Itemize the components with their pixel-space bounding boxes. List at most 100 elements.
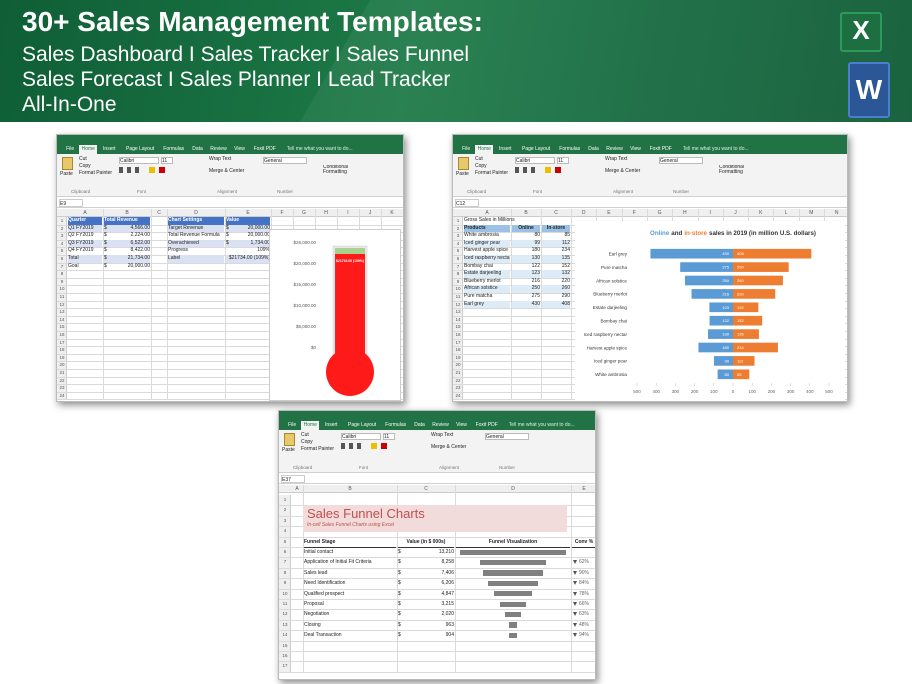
row-number: 10 (59, 286, 65, 292)
settings-header: Value (226, 217, 270, 225)
conv-cell: 94% (579, 632, 590, 639)
chart-title-part: in-store (684, 230, 707, 237)
row-number: 12 (455, 301, 461, 307)
row-number: 14 (455, 316, 461, 322)
instore-cell: 234 (561, 247, 570, 254)
currency-cell: $ (104, 239, 150, 248)
column-line (103, 209, 104, 400)
category-label: Blueberry merlot (593, 292, 627, 297)
x-tick-label: 400 (652, 389, 660, 394)
group-label: Alignment (613, 189, 634, 194)
online-cell: 275 (531, 293, 540, 299)
row-number: 8 (60, 271, 64, 277)
excel-icon (840, 12, 882, 52)
row-number: 23 (455, 385, 461, 391)
group-label: Number (277, 189, 294, 194)
online-cell: 80 (534, 232, 540, 239)
banner-line: Sales Forecast I Sales Planner I Lead Tr… (22, 68, 451, 91)
wrap-text: Wrap Text (431, 432, 454, 438)
conv-cell: 84% (579, 580, 590, 587)
row-number: 10 (455, 286, 461, 292)
instore-cell: 260 (542, 285, 570, 293)
row-line (279, 599, 595, 600)
instore-cell: 85 (564, 232, 570, 239)
stage-cell: Negotiation (304, 611, 330, 618)
row-number: 16 (59, 332, 65, 337)
online-cell: 123 (512, 270, 540, 278)
product-cell: Pure matcha (464, 293, 493, 299)
stage-cell: Sales lead (304, 569, 328, 576)
row-number: 1 (456, 218, 460, 223)
column-letter: G (302, 210, 306, 216)
row-number: 22 (455, 377, 461, 383)
column-header-row (279, 485, 595, 493)
table-header: Products (464, 224, 510, 233)
instore-cell: 408 (542, 300, 570, 309)
column-letter: J (368, 210, 372, 216)
ribbon-tab: Formulas (385, 422, 407, 428)
row-line (279, 651, 595, 652)
row-number: 3 (283, 517, 287, 523)
row-number: 15 (455, 324, 461, 330)
table-header: Value (in $ 000s) (398, 537, 454, 548)
value-cell: 963 (445, 621, 454, 628)
currency-cell: $ (104, 232, 107, 239)
column-line (541, 209, 542, 400)
conv-cell: 48% (579, 621, 590, 628)
online-cell: 216 (531, 277, 540, 284)
paste-icon (284, 433, 295, 446)
column-letter: E (246, 210, 250, 216)
category-label: Harvest apple spice (587, 345, 628, 350)
value-cell: 3,215 (441, 601, 454, 607)
row-line (57, 262, 403, 264)
row-line (57, 247, 403, 248)
ribbon-tab: Foxit PDF (475, 422, 498, 428)
row-number: 2 (456, 225, 460, 231)
axis-label: $20,000.00 (293, 261, 316, 266)
setting-name: Progress (168, 247, 189, 254)
revenue-cell: 6,522.00 (130, 239, 150, 246)
column-letter: A (485, 210, 489, 216)
ribbon-tab: View (456, 422, 467, 428)
ribbon-tab: Page Layout (126, 146, 155, 152)
x-tick-label: 500 (825, 389, 833, 394)
row-number: 2 (60, 225, 64, 231)
row-number: 3 (456, 233, 460, 239)
column-line (151, 209, 152, 400)
column-letter: H (683, 210, 687, 216)
currency-cell: $ (104, 224, 150, 233)
paste-label: Paste (282, 447, 295, 453)
row-number: 15 (282, 642, 288, 648)
stage-cell: Qualified prospect (304, 590, 345, 597)
column-letter: I (709, 210, 711, 216)
ribbon-tab: Insert (325, 422, 338, 428)
row-number: 19 (455, 354, 461, 360)
stage-cell: Need Identification (304, 580, 346, 587)
table-header: Funnel Visualization (456, 537, 570, 548)
funnel-bar (488, 580, 538, 587)
group-label: Alignment (217, 189, 238, 194)
merge-center: Merge & Center (209, 168, 245, 174)
currency-cell: $ (226, 239, 270, 248)
quarter-cell: Q1 FY2019 (68, 224, 102, 233)
paste-icon (62, 157, 73, 170)
online-value-label: 99 (725, 358, 730, 363)
funnel-bar (493, 591, 533, 597)
setting-name: Overachieved (168, 239, 224, 248)
table-header: In-store (542, 224, 570, 233)
tab-bar (453, 144, 847, 154)
row-number: 19 (59, 354, 65, 360)
instore-cell: 135 (542, 255, 570, 263)
ribbon-tab: Page Layout (348, 422, 377, 428)
row-line (57, 277, 403, 279)
row-header-col (279, 495, 291, 672)
ribbon-tab: Page Layout (522, 146, 551, 152)
instore-bar (733, 262, 789, 272)
row-number: 13 (282, 621, 288, 627)
product-cell: Iced raspberry nectar (464, 255, 510, 263)
row-line (279, 671, 595, 673)
stage-cell: Deal Transaction (304, 632, 342, 639)
ribbon-tab: Data (588, 146, 599, 152)
group-label: Font (359, 465, 369, 470)
product-cell: Bombay chai (464, 262, 493, 269)
